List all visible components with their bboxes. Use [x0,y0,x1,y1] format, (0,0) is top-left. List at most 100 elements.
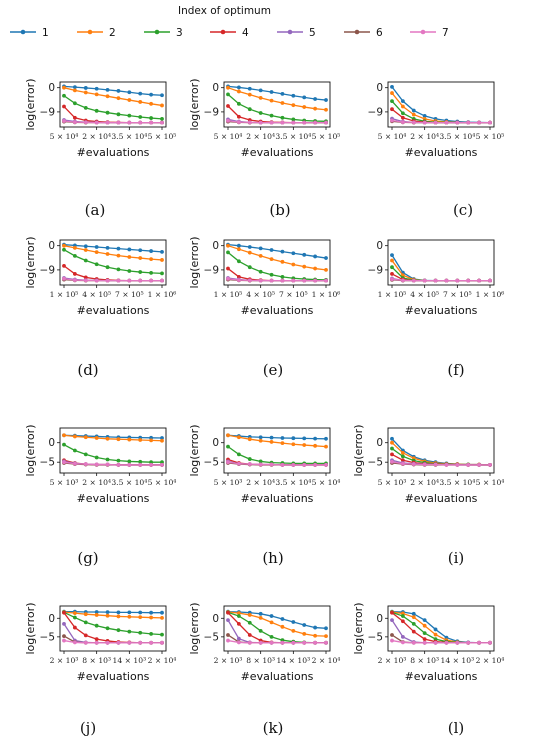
data-point [116,267,121,272]
data-point [302,436,307,441]
data-point [62,634,66,639]
data-point [72,448,77,453]
x-tick-label: 1 × 10⁵ [378,290,407,299]
plot-frame [223,239,331,286]
series-line-3 [391,266,490,282]
panel-tag: (c) [453,201,473,219]
data-point [160,640,164,645]
data-point [280,624,285,629]
data-point [411,462,416,467]
data-point [236,259,241,264]
data-point [149,270,154,275]
panel-e: 1 × 10⁵ 4 × 10⁵ 7 × 10⁵ 1 × 10⁶ 0 −9 #evaluati… [188,237,340,379]
data-point [455,640,460,645]
series-1 [226,84,328,102]
legend-label-5: 5 [309,27,316,39]
series-line-1 [227,434,327,440]
series-line-1 [63,434,163,439]
data-point [149,257,154,262]
data-point [226,250,230,255]
data-point [280,274,285,279]
data-point [247,457,252,461]
x-tick-label: 4 × 10⁵ [246,290,275,299]
x-axis-label: #evaluations [241,670,314,683]
x-axis-label: #evaluations [405,146,478,159]
data-point [83,278,88,283]
data-point [72,625,77,630]
series-line-5 [391,619,490,644]
data-point [247,437,252,442]
panel-f: 1 × 10⁵ 4 × 10⁵ 7 × 10⁵ 1 × 10⁶ 0 −9 #evaluati… [368,239,504,379]
data-point [400,634,405,639]
y-axis-label: log(error) [352,425,365,477]
data-point [127,98,132,102]
plot-frame [387,605,495,652]
data-point [422,462,427,467]
data-point [400,619,405,624]
x-axis-label: #evaluations [241,304,314,317]
x-tick-label: 8 × 10³ [82,656,111,665]
data-point [258,111,263,115]
series-line-2 [227,434,327,448]
plot-frame [59,427,167,474]
data-point [62,85,66,90]
series-line-7 [63,278,162,282]
x-tick-label: 3.5 × 10⁴ [439,132,475,141]
data-point [62,610,66,615]
data-point [127,247,132,252]
data-point [247,633,252,637]
data-point [324,256,328,260]
panel-tag: (h) [262,549,283,567]
data-point [455,278,460,283]
data-point [149,460,154,465]
x-tick-label: 2 × 10³ [378,656,407,665]
series-line-2 [63,245,163,261]
data-point [258,246,263,251]
data-point [116,96,121,101]
data-point [94,278,99,283]
data-point [83,435,88,440]
series-line-1 [227,610,327,629]
data-point [411,611,416,616]
data-point [116,437,121,442]
data-point [138,630,143,635]
data-point [313,633,318,638]
data-point [477,640,482,645]
data-point [127,459,132,464]
series-2 [390,610,492,645]
x-axis-label: #evaluations [241,146,314,159]
series-1 [62,84,164,98]
data-point [236,435,241,440]
data-point [291,93,296,98]
data-point [149,615,154,620]
data-point [236,636,241,641]
y-tick-label: 0 [376,613,383,625]
data-point [269,120,274,125]
data-point [236,278,241,283]
data-point [138,91,143,96]
series-2 [226,243,328,272]
data-point [94,86,99,91]
data-point [226,610,230,615]
data-point [269,257,274,262]
data-point [400,104,405,109]
data-point [488,640,492,645]
data-point [138,640,143,645]
data-point [324,120,328,125]
series-line-7 [63,639,162,644]
data-point [105,626,110,631]
data-point [160,438,164,443]
data-point [160,460,164,465]
data-point [269,248,274,252]
data-point [236,85,241,90]
data-point [72,278,77,283]
series-line-2 [63,434,163,442]
y-tick-label: 0 [212,240,219,252]
data-point [411,108,416,113]
data-point [94,613,99,617]
data-point [105,457,110,462]
data-point [62,93,66,98]
y-tick-label: 0 [48,240,55,252]
data-point [94,250,99,255]
data-point [324,278,328,283]
